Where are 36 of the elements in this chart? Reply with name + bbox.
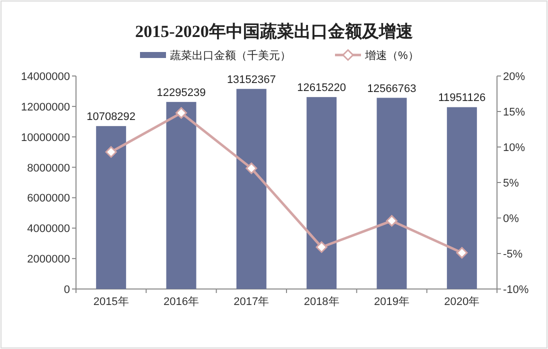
chart-title: 2015-2020年中国蔬菜出口金额及增速 [135, 22, 413, 41]
y-tick-label: 8000000 [27, 162, 70, 174]
data-label: 11951126 [438, 92, 486, 104]
data-label: 12295239 [156, 86, 206, 99]
y-tick-label: 0 [64, 284, 70, 296]
point [316, 241, 328, 253]
x-tick-label: 2015年 [93, 296, 129, 308]
data-label: 12566763 [367, 82, 416, 95]
x-tick-label: 2016年 [164, 296, 199, 308]
data-label: 12615220 [297, 82, 346, 94]
y2-tick-label: -10% [503, 284, 529, 296]
point [105, 146, 117, 158]
x-tick-label: 2019年 [374, 296, 410, 308]
y-tick-label: 12000000 [21, 101, 70, 114]
y2-tick-label: -5% [503, 248, 523, 260]
point [386, 215, 398, 227]
y-tick-label: 10000000 [21, 132, 70, 144]
y-tick-label: 14000000 [21, 71, 70, 83]
x-tick-label: 2018年 [304, 296, 340, 308]
data-label: 13152367 [226, 74, 276, 86]
y-tick-label: 2000000 [27, 254, 70, 266]
y2-tick-label: 10% [503, 142, 526, 154]
legend-label: 蔬菜出口金额（千美元） [170, 49, 291, 62]
y2-tick-label: 0% [503, 213, 520, 225]
y-tick-label: 4000000 [27, 223, 70, 236]
point [456, 247, 468, 259]
y-tick-label: 6000000 [27, 192, 70, 205]
y2-tick-label: 5% [503, 178, 520, 190]
point [176, 107, 187, 119]
y2-tick-label: 20% [503, 71, 526, 83]
point [246, 162, 258, 174]
data-label: 10708292 [86, 111, 136, 124]
x-tick-label: 2017年 [234, 296, 270, 308]
y2-tick-label: 15% [503, 106, 526, 118]
x-tick-label: 2020年 [444, 296, 480, 308]
legend-label: 增速（%） [364, 49, 419, 62]
